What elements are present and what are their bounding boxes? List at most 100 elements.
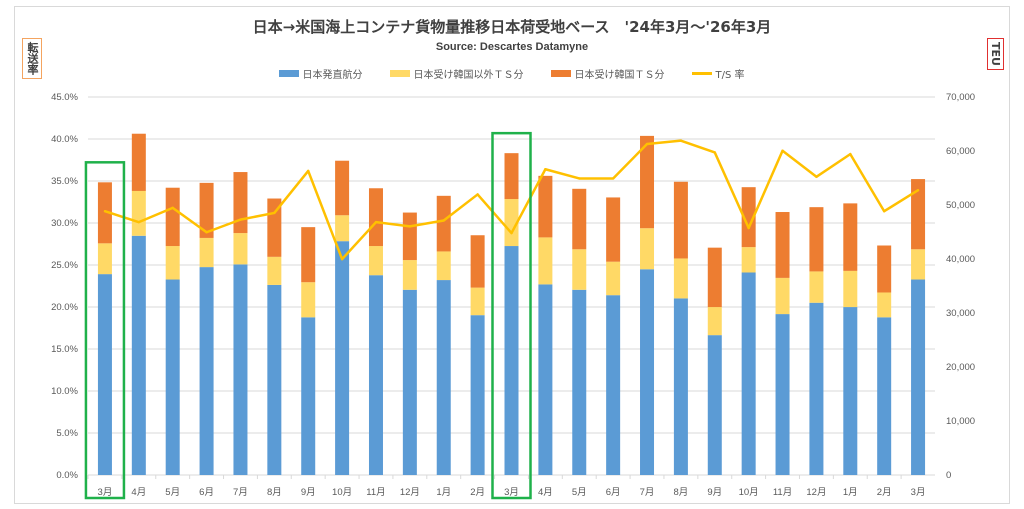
y-right-tick-label: 40,000: [946, 254, 975, 265]
y-right-tick-label: 30,000: [946, 308, 975, 319]
bar-segment: [335, 215, 350, 242]
x-tick-label: 12月: [400, 487, 420, 498]
bar-segment: [809, 207, 824, 272]
y-axis-left-label: 転送率: [22, 38, 42, 79]
legend-swatch: [279, 70, 300, 77]
ts-rate-point: [137, 220, 141, 224]
ts-rate-point: [307, 169, 310, 173]
y-left-tick-label: 0.0%: [56, 470, 78, 481]
bar-segment: [741, 187, 756, 248]
x-tick-label: 9月: [707, 487, 722, 498]
ts-rate-point: [849, 152, 852, 156]
bar-segment: [301, 282, 316, 318]
bar-segment: [775, 314, 790, 475]
ts-rate-point: [273, 211, 276, 215]
bar-segment: [436, 251, 451, 281]
bar-segment: [97, 182, 112, 244]
y-left-tick-label: 10.0%: [51, 386, 78, 397]
ts-rate-point: [171, 206, 174, 210]
bar-segment: [640, 269, 655, 475]
bar-segment: [707, 307, 722, 336]
y-right-tick-label: 50,000: [946, 200, 975, 211]
bar-segment: [470, 235, 485, 288]
chart-title: 日本→米国海上コンテナ貨物量推移日本荷受地ベース '24年3月～'26年3月: [252, 18, 772, 36]
bar-segment: [504, 199, 519, 247]
ts-rate-point: [205, 231, 208, 234]
x-tick-label: 10月: [332, 487, 352, 498]
bar-segment: [911, 279, 926, 475]
legend-item-direct: 日本発直航分: [279, 66, 362, 81]
ts-rate-point: [476, 193, 479, 196]
ts-rate-point: [611, 177, 615, 180]
bar-segment: [301, 317, 316, 475]
bar-segment: [911, 179, 926, 250]
bar-segment: [843, 203, 858, 271]
x-tick-label: 9月: [301, 487, 316, 498]
bar-segment: [741, 247, 756, 273]
y-right-tick-label: 70,000: [946, 92, 975, 103]
bar-segment: [233, 233, 248, 265]
x-tick-label: 7月: [233, 487, 248, 498]
legend-label: 日本受け韓国以外ＴＳ分: [413, 70, 524, 81]
legend: 日本発直航分 日本受け韓国以外ＴＳ分 日本受け韓国ＴＳ分 T/S 率: [0, 66, 1024, 81]
x-tick-label: 1月: [436, 487, 451, 498]
x-tick-label: 1月: [843, 487, 858, 498]
x-tick-label: 5月: [165, 487, 180, 498]
ts-rate-point: [510, 231, 513, 235]
bar-segment: [402, 289, 417, 475]
y-left-tick-label: 20.0%: [51, 302, 78, 313]
ts-rate-point: [340, 257, 344, 261]
y-left-tick-label: 40.0%: [51, 134, 78, 145]
x-tick-label: 4月: [538, 487, 553, 498]
bar-segment: [843, 270, 858, 308]
bar-segment: [673, 181, 688, 259]
bar-segment: [233, 172, 248, 234]
x-tick-label: 3月: [504, 487, 519, 498]
ts-rate-point: [713, 151, 716, 154]
y-left-tick-label: 35.0%: [51, 176, 78, 187]
bar-segment: [809, 271, 824, 303]
ts-rate-point: [916, 189, 920, 192]
x-tick-label: 7月: [640, 487, 655, 498]
y-right-tick-label: 10,000: [946, 416, 975, 427]
bar-segment: [640, 135, 655, 229]
legend-item-non-korea-ts: 日本受け韓国以外ＴＳ分: [390, 66, 523, 81]
bar-segment: [843, 307, 858, 475]
legend-swatch: [551, 70, 572, 77]
legend-label: T/S 率: [715, 70, 745, 81]
legend-item-korea-ts: 日本受け韓国ＴＳ分: [551, 66, 664, 81]
bar-segment: [131, 190, 146, 236]
bar-segment: [877, 317, 892, 475]
x-tick-label: 8月: [267, 487, 282, 498]
bar-segment: [572, 289, 587, 475]
x-tick-label: 2月: [877, 487, 892, 498]
bar-segment: [877, 292, 892, 318]
y-axis-right-label: TEU: [987, 38, 1004, 70]
bar-segment: [775, 212, 790, 278]
bar-segment: [707, 247, 722, 308]
bar-segment: [640, 228, 655, 270]
x-tick-label: 8月: [674, 487, 689, 498]
y-left-tick-label: 25.0%: [51, 260, 78, 271]
y-left-tick-label: 45.0%: [51, 92, 78, 103]
legend-swatch: [390, 70, 411, 77]
y-right-tick-label: 20,000: [946, 362, 975, 373]
bar-segment: [470, 287, 485, 316]
y-right-tick-label: 0: [946, 470, 951, 481]
bar-segment: [606, 261, 621, 296]
bar-segment: [877, 245, 892, 293]
y-left-tick-label: 15.0%: [51, 344, 78, 355]
bar-segment: [775, 277, 790, 315]
bar-segment: [402, 260, 417, 290]
ts-rate-point: [747, 226, 750, 230]
highlight-box: [84, 161, 126, 500]
bar-segment: [368, 275, 383, 475]
bar-segment: [97, 274, 112, 475]
bar-segment: [572, 249, 587, 290]
x-tick-label: 5月: [572, 487, 587, 498]
bar-segment: [402, 212, 417, 261]
bar-segment: [199, 267, 214, 475]
bar-segment: [368, 246, 383, 276]
legend-swatch: [692, 72, 713, 75]
